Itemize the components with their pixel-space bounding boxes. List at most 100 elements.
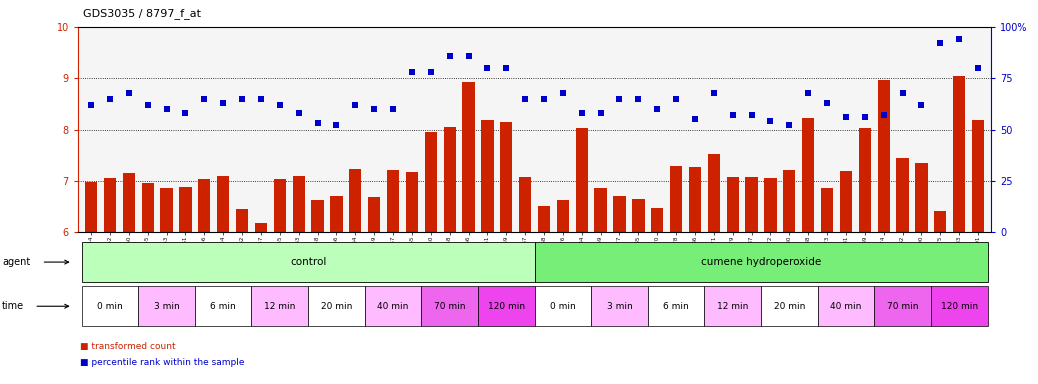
Bar — [576, 127, 588, 232]
Bar — [425, 132, 437, 232]
Bar — [349, 169, 361, 232]
Text: time: time — [2, 301, 24, 311]
Bar — [689, 167, 701, 232]
Text: 0 min: 0 min — [98, 302, 122, 311]
Point — [139, 102, 156, 108]
Bar — [972, 120, 984, 232]
Text: 70 min: 70 min — [886, 302, 919, 311]
Bar — [368, 197, 380, 232]
Point — [234, 96, 250, 102]
Point — [309, 120, 326, 126]
Bar — [802, 118, 815, 232]
Text: 70 min: 70 min — [434, 302, 465, 311]
Point — [725, 112, 741, 118]
Point — [800, 89, 817, 96]
Bar — [443, 126, 456, 232]
Bar — [462, 82, 474, 232]
Bar — [198, 179, 211, 232]
Bar — [180, 187, 192, 232]
Point — [573, 110, 590, 116]
Text: control: control — [290, 257, 326, 267]
Point — [517, 96, 534, 102]
Text: 120 min: 120 min — [940, 302, 978, 311]
Point — [743, 112, 760, 118]
Point — [480, 65, 496, 71]
Bar — [632, 199, 645, 232]
Bar — [708, 154, 720, 232]
Text: 120 min: 120 min — [488, 302, 525, 311]
Point — [441, 53, 458, 59]
Point — [422, 69, 439, 75]
Point — [706, 89, 722, 96]
Point — [196, 96, 213, 102]
Bar — [141, 183, 154, 232]
Point — [365, 106, 382, 112]
Point — [593, 110, 609, 116]
Text: 6 min: 6 min — [211, 302, 236, 311]
Bar — [85, 182, 98, 232]
Point — [819, 100, 836, 106]
Bar — [482, 120, 493, 232]
Text: agent: agent — [2, 257, 30, 267]
Bar — [916, 163, 928, 232]
Bar — [254, 223, 267, 232]
Bar — [745, 177, 758, 232]
Bar — [953, 76, 965, 232]
Point — [252, 96, 269, 102]
Point — [460, 53, 476, 59]
Text: cumene hydroperoxide: cumene hydroperoxide — [701, 257, 821, 267]
Point — [969, 65, 986, 71]
Point — [83, 102, 100, 108]
Point — [291, 110, 307, 116]
Point — [667, 96, 684, 102]
Bar — [784, 170, 795, 232]
Bar — [764, 178, 776, 232]
Point — [856, 114, 873, 120]
Text: ■ percentile rank within the sample: ■ percentile rank within the sample — [80, 358, 244, 367]
Bar — [858, 127, 871, 232]
Bar — [613, 196, 626, 232]
Bar — [406, 172, 418, 232]
Text: 40 min: 40 min — [378, 302, 409, 311]
Point — [762, 118, 778, 124]
Text: 40 min: 40 min — [830, 302, 862, 311]
Point — [536, 96, 552, 102]
Point — [102, 96, 118, 102]
Point — [649, 106, 665, 112]
Point — [177, 110, 194, 116]
Text: ■ transformed count: ■ transformed count — [80, 342, 175, 351]
Bar — [274, 179, 285, 232]
Point — [328, 122, 345, 129]
Text: 0 min: 0 min — [550, 302, 576, 311]
Bar — [934, 211, 947, 232]
Text: 20 min: 20 min — [773, 302, 805, 311]
Point — [875, 112, 892, 118]
Point — [272, 102, 289, 108]
Bar — [727, 177, 739, 232]
Bar — [104, 178, 116, 232]
Bar — [670, 166, 682, 232]
Bar — [311, 200, 324, 232]
Point — [215, 100, 231, 106]
Point — [554, 89, 571, 96]
Text: 6 min: 6 min — [663, 302, 689, 311]
Point — [895, 89, 911, 96]
Bar — [500, 122, 513, 232]
Point — [687, 116, 704, 122]
Bar — [595, 188, 607, 232]
Point — [347, 102, 363, 108]
Bar — [330, 196, 343, 232]
Bar — [519, 177, 531, 232]
Point — [120, 89, 137, 96]
Point — [630, 96, 647, 102]
Text: 20 min: 20 min — [321, 302, 352, 311]
Text: 3 min: 3 min — [606, 302, 632, 311]
Bar — [161, 188, 172, 232]
Text: 3 min: 3 min — [154, 302, 180, 311]
Bar — [538, 205, 550, 232]
Bar — [236, 209, 248, 232]
Point — [913, 102, 930, 108]
Point — [951, 36, 967, 42]
Point — [404, 69, 420, 75]
Text: 12 min: 12 min — [717, 302, 748, 311]
